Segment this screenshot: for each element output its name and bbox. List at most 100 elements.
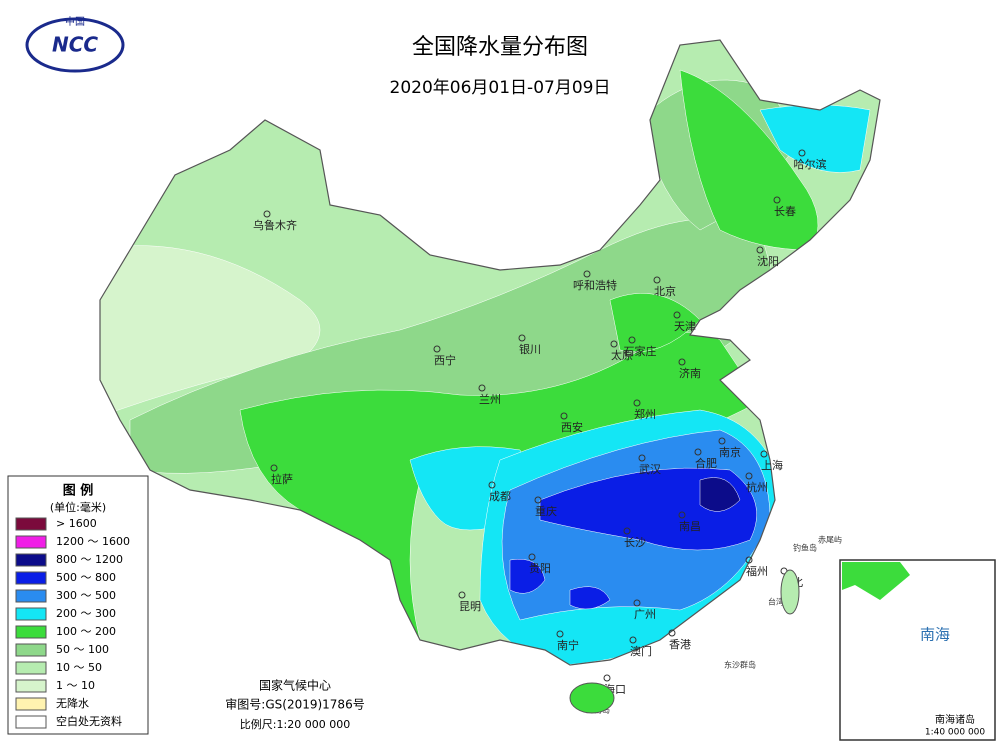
city-label: 呼和浩特: [573, 278, 617, 292]
city-dot: [678, 358, 686, 366]
rain-zone: [569, 586, 611, 610]
city-label: 广州: [634, 608, 656, 621]
legend-swatch: [15, 679, 47, 693]
logo-text: NCC: [52, 33, 98, 57]
legend-label: 300 ～ 500: [56, 589, 116, 602]
city-label: 济南: [679, 366, 701, 380]
inset-sea: 南海: [920, 626, 950, 644]
city-label: 南昌: [679, 520, 701, 533]
city-label: 兰州: [479, 393, 501, 406]
city-dot: [673, 311, 681, 319]
legend-swatch: [15, 697, 47, 711]
legend-swatch: [15, 661, 47, 675]
city-label: 长沙: [624, 536, 646, 549]
inset-title: 南海诸岛: [935, 713, 975, 726]
island-label: 东沙群岛: [724, 660, 756, 670]
city-label: 香港: [669, 638, 691, 651]
taiwan: [780, 569, 800, 615]
city-label: 银川: [519, 342, 541, 356]
legend-label: 10 ～ 50: [56, 661, 102, 674]
city-dot: [718, 437, 726, 445]
legend-swatch: [15, 607, 47, 621]
city-dot: [270, 464, 278, 472]
city-dot: [628, 336, 636, 344]
city-dot: [560, 412, 568, 420]
scale: 比例尺:1:20 000 000: [240, 717, 350, 731]
rain-zone: [100, 245, 321, 421]
city-dot: [488, 481, 496, 489]
city-label: 沈阳: [757, 254, 779, 268]
city-label: 西安: [561, 420, 583, 434]
inset-land: [842, 562, 910, 600]
city-dot: [610, 340, 618, 348]
legend-label: 1 ～ 10: [56, 679, 95, 692]
city-label: 西宁: [434, 353, 456, 367]
legend-swatch: [15, 571, 47, 585]
legend-swatch: [15, 517, 47, 531]
city-label: 南京: [719, 445, 741, 459]
legend-label: > 1600: [56, 517, 97, 530]
city-label: 上海: [761, 458, 783, 472]
legend-swatch: [15, 715, 47, 729]
inset: 南海 南海诸岛 1:40 000 000: [839, 559, 996, 741]
legend-label: 50 ～ 100: [56, 643, 109, 656]
city-dot: [638, 454, 646, 462]
city-dot: [263, 210, 271, 218]
island-label: 台湾岛: [768, 597, 792, 607]
title: 全国降水量分布图: [412, 35, 588, 60]
legend-swatch: [15, 553, 47, 567]
hainan: [569, 682, 615, 714]
city-dot: [458, 591, 466, 599]
city-dot: [478, 384, 486, 392]
city-dot: [694, 448, 702, 456]
city-label: 石家庄: [624, 344, 657, 358]
city-label: 贵阳: [529, 562, 551, 575]
city-dot: [678, 511, 686, 519]
city-label: 合肥: [695, 456, 717, 470]
city-label: 拉萨: [271, 472, 293, 486]
legend-label: 100 ～ 200: [56, 625, 116, 638]
agency: 国家气候中心: [259, 678, 331, 693]
rain-zone: [509, 558, 546, 594]
legend-swatch: [15, 535, 47, 549]
city-label: 成都: [489, 490, 511, 503]
city-label: 澳门: [630, 644, 652, 658]
city-dot: [633, 399, 641, 407]
legend-label: 空白处无资料: [56, 714, 122, 728]
city-dot: [603, 674, 611, 682]
legend: 图 例 (单位:毫米) > 1600 1200 ～ 1600 800 ～ 1200 5…: [7, 475, 149, 735]
city-dot: [633, 599, 641, 607]
city-label: 长春: [774, 205, 796, 218]
legend-label: 500 ～ 800: [56, 571, 116, 584]
legend-swatch: [15, 589, 47, 603]
city-label: 武汉: [639, 463, 661, 476]
city-dot: [745, 472, 753, 480]
city-dot: [798, 149, 806, 157]
city-dot: [528, 553, 536, 561]
island-label: 赤尾屿: [818, 536, 842, 545]
city-label: 天津: [674, 320, 696, 333]
legend-swatch: [15, 643, 47, 657]
approval: 审图号:GS(2019)1786号: [225, 697, 364, 712]
city-dot: [583, 270, 591, 278]
city-label: 乌鲁木齐: [253, 218, 297, 232]
logo-top: 中国: [65, 15, 85, 28]
city-label: 北京: [654, 284, 676, 298]
city-dot: [745, 556, 753, 564]
city-label: 哈尔滨: [794, 157, 827, 171]
legend-box: [7, 475, 149, 735]
city-dot: [668, 629, 676, 637]
island-label: 钓鱼岛: [793, 543, 817, 553]
city-dot: [760, 450, 768, 458]
logo-globe: [25, 17, 125, 73]
city-dot: [756, 246, 764, 254]
subtitle: 2020年06月01日-07月09日: [390, 78, 611, 98]
city-dot: [653, 276, 661, 284]
city-label: 太原: [611, 349, 633, 362]
city-label: 重庆: [535, 504, 557, 518]
inset-scale: 1:40 000 000: [925, 728, 986, 738]
city-dot: [629, 636, 637, 644]
city-dot: [623, 527, 631, 535]
